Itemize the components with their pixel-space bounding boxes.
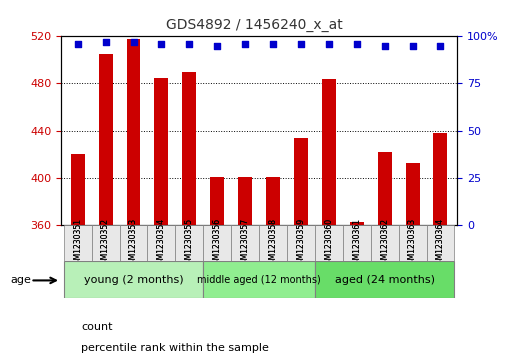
Point (380, 43, 389, 49)
Text: GSM1230355: GSM1230355 (185, 218, 194, 269)
Text: GSM1230354: GSM1230354 (157, 218, 166, 269)
Text: GSM1230358: GSM1230358 (269, 218, 277, 269)
FancyBboxPatch shape (259, 225, 287, 261)
Text: GSM1230360: GSM1230360 (324, 218, 333, 269)
FancyBboxPatch shape (175, 225, 203, 261)
Point (74, 41, 82, 47)
Bar (126, 38, 141, 225)
Text: GSM1230361: GSM1230361 (352, 218, 361, 269)
Text: GSM1230358: GSM1230358 (269, 218, 277, 269)
Text: count: count (81, 322, 113, 332)
Bar (210, 177, 224, 225)
Text: GSM1230359: GSM1230359 (297, 218, 305, 269)
Text: GSM1230364: GSM1230364 (436, 218, 445, 269)
Bar (238, 177, 252, 225)
Point (353, 41, 361, 47)
Text: GSM1230351: GSM1230351 (73, 218, 82, 269)
Bar (405, 163, 420, 225)
Text: GSM1230356: GSM1230356 (213, 218, 221, 269)
FancyBboxPatch shape (315, 225, 343, 261)
Text: GSM1230357: GSM1230357 (241, 218, 249, 269)
Bar (266, 177, 280, 225)
Text: GSM1230361: GSM1230361 (352, 218, 361, 269)
Bar (182, 72, 196, 225)
FancyBboxPatch shape (427, 225, 455, 261)
Point (436, 43, 444, 49)
Text: percentile rank within the sample: percentile rank within the sample (81, 343, 269, 354)
FancyBboxPatch shape (371, 225, 399, 261)
Point (297, 41, 305, 47)
Text: GSM1230364: GSM1230364 (436, 218, 445, 269)
Bar (377, 152, 392, 225)
Bar (433, 133, 448, 225)
FancyBboxPatch shape (64, 225, 91, 261)
Text: middle aged (12 months): middle aged (12 months) (197, 274, 321, 285)
Text: GSM1230357: GSM1230357 (241, 218, 249, 269)
Text: aged (24 months): aged (24 months) (335, 274, 435, 285)
Point (269, 41, 277, 47)
Text: GSM1230356: GSM1230356 (213, 218, 221, 269)
Text: GSM1230363: GSM1230363 (408, 218, 417, 269)
Bar (99, 54, 113, 225)
Text: GSM1230354: GSM1230354 (157, 218, 166, 269)
FancyBboxPatch shape (119, 225, 147, 261)
Bar (154, 78, 168, 225)
Text: GSM1230360: GSM1230360 (324, 218, 333, 269)
Text: GSM1230353: GSM1230353 (129, 218, 138, 269)
FancyBboxPatch shape (231, 225, 259, 261)
Point (130, 39, 138, 45)
Text: GDS4892 / 1456240_x_at: GDS4892 / 1456240_x_at (166, 18, 342, 32)
Bar (71, 154, 85, 225)
Bar (350, 221, 364, 225)
FancyBboxPatch shape (399, 225, 427, 261)
Point (102, 39, 110, 45)
Text: GSM1230355: GSM1230355 (185, 218, 194, 269)
FancyBboxPatch shape (343, 225, 371, 261)
Text: GSM1230352: GSM1230352 (101, 218, 110, 269)
Bar (322, 79, 336, 225)
Point (408, 43, 417, 49)
Text: GSM1230363: GSM1230363 (408, 218, 417, 269)
Point (157, 41, 166, 47)
FancyBboxPatch shape (203, 261, 315, 298)
Point (241, 41, 249, 47)
Text: GSM1230362: GSM1230362 (380, 218, 389, 269)
Text: age: age (10, 274, 31, 285)
FancyBboxPatch shape (91, 225, 119, 261)
Point (185, 41, 194, 47)
FancyBboxPatch shape (147, 225, 175, 261)
Bar (294, 138, 308, 225)
Point (213, 43, 221, 49)
FancyBboxPatch shape (315, 261, 455, 298)
Text: GSM1230359: GSM1230359 (297, 218, 305, 269)
Text: young (2 months): young (2 months) (84, 274, 183, 285)
FancyBboxPatch shape (287, 225, 315, 261)
Text: GSM1230353: GSM1230353 (129, 218, 138, 269)
FancyBboxPatch shape (203, 225, 231, 261)
Text: GSM1230362: GSM1230362 (380, 218, 389, 269)
Text: GSM1230351: GSM1230351 (73, 218, 82, 269)
Point (325, 41, 333, 47)
Text: GSM1230352: GSM1230352 (101, 218, 110, 269)
FancyBboxPatch shape (64, 261, 203, 298)
